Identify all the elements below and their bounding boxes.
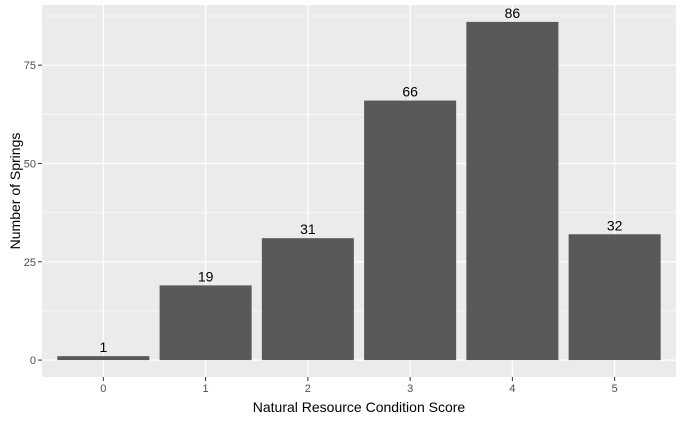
y-tick-label: 25 (24, 257, 36, 269)
x-axis-title: Natural Resource Condition Score (253, 399, 466, 415)
x-tick-label: 1 (203, 383, 209, 395)
x-tick-label: 5 (612, 383, 618, 395)
data-label: 66 (402, 84, 418, 100)
x-tick-label: 0 (100, 383, 106, 395)
data-label: 32 (607, 217, 623, 233)
data-label: 86 (505, 5, 521, 21)
bar (159, 285, 252, 361)
x-tick-label: 2 (305, 383, 311, 395)
y-tick-label: 0 (30, 355, 36, 367)
data-label: 1 (99, 339, 107, 355)
y-tick-label: 50 (24, 158, 36, 170)
bar (261, 238, 354, 361)
y-axis: 0 25 50 75 (24, 60, 42, 367)
bar (568, 234, 661, 361)
x-axis: 0 1 2 3 4 5 (100, 377, 618, 395)
data-label: 31 (300, 221, 316, 237)
bar (364, 100, 457, 361)
bars (57, 21, 661, 361)
y-axis-title: Number of Springs (7, 133, 23, 250)
data-labels: 1 19 31 66 86 32 (99, 5, 622, 355)
x-tick-label: 3 (407, 383, 413, 395)
data-label: 19 (198, 268, 214, 284)
bar (466, 21, 559, 361)
x-tick-label: 4 (509, 383, 515, 395)
y-tick-label: 75 (24, 60, 36, 72)
bar (57, 356, 150, 361)
